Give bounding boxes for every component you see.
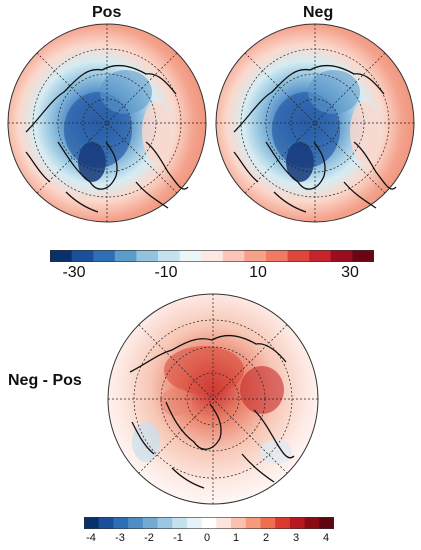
cbar-top-tick: -30 xyxy=(62,264,86,281)
colorbar-swatch xyxy=(114,250,137,262)
colorbar-swatch xyxy=(172,517,188,529)
colorbar-swatch xyxy=(244,250,267,262)
colorbar-swatch xyxy=(216,517,232,529)
colorbar-swatch xyxy=(142,517,159,529)
cbar-bottom-tick: 2 xyxy=(262,532,270,544)
colorbar-swatch xyxy=(304,517,320,529)
colorbar-swatch xyxy=(186,517,203,529)
cbar-bottom-tick: -3 xyxy=(115,532,125,544)
colorbar-swatch xyxy=(289,517,306,529)
colorbar-top xyxy=(50,250,374,262)
cbar-bottom-tick: -1 xyxy=(173,532,183,544)
colorbar-swatch xyxy=(113,517,129,529)
colorbar-border xyxy=(84,517,334,529)
colorbar-swatch xyxy=(201,250,224,262)
colorbar-swatch xyxy=(201,517,217,529)
colorbar-swatch xyxy=(136,250,159,262)
cbar-top-tick: 30 xyxy=(341,264,359,281)
colorbar-swatch xyxy=(275,517,291,529)
polar-map-pos xyxy=(7,23,207,223)
polar-map-neg-minus-pos xyxy=(107,293,319,505)
colorbar-border xyxy=(50,250,374,262)
polar-map-neg xyxy=(215,23,415,223)
panel-title-pos: Pos xyxy=(92,4,122,21)
colorbar-swatch xyxy=(266,250,289,262)
colorbar-swatch xyxy=(158,250,181,262)
colorbar-swatch xyxy=(231,517,247,529)
cbar-bottom-tick: 1 xyxy=(232,532,240,544)
panel-title-neg: Neg xyxy=(303,4,334,21)
cbar-top-tick: -10 xyxy=(154,264,178,281)
colorbar-swatch xyxy=(260,517,276,529)
colorbar-swatch xyxy=(352,250,374,262)
colorbar-swatch xyxy=(71,250,94,262)
colorbar-swatch xyxy=(179,250,202,262)
colorbar-bottom xyxy=(84,517,334,529)
colorbar-swatch xyxy=(84,517,100,529)
colorbar-swatch xyxy=(309,250,332,262)
panel-title-neg-minus-pos: Neg - Pos xyxy=(8,372,82,389)
colorbar-swatch xyxy=(50,250,73,262)
cbar-bottom-tick: 3 xyxy=(292,532,300,544)
colorbar-swatch xyxy=(128,517,144,529)
colorbar-swatch xyxy=(157,517,173,529)
cbar-bottom-tick: 0 xyxy=(203,532,211,544)
colorbar-swatch xyxy=(330,250,353,262)
colorbar-swatch xyxy=(222,250,245,262)
cbar-top-tick: 10 xyxy=(249,264,267,281)
colorbar-swatch xyxy=(319,517,334,529)
colorbar-swatch xyxy=(287,250,310,262)
cbar-bottom-tick: -2 xyxy=(144,532,154,544)
colorbar-swatch xyxy=(93,250,116,262)
colorbar-swatch xyxy=(98,517,114,529)
cbar-bottom-tick: 4 xyxy=(322,532,330,544)
cbar-bottom-tick: -4 xyxy=(86,532,96,544)
colorbar-swatch xyxy=(245,517,261,529)
